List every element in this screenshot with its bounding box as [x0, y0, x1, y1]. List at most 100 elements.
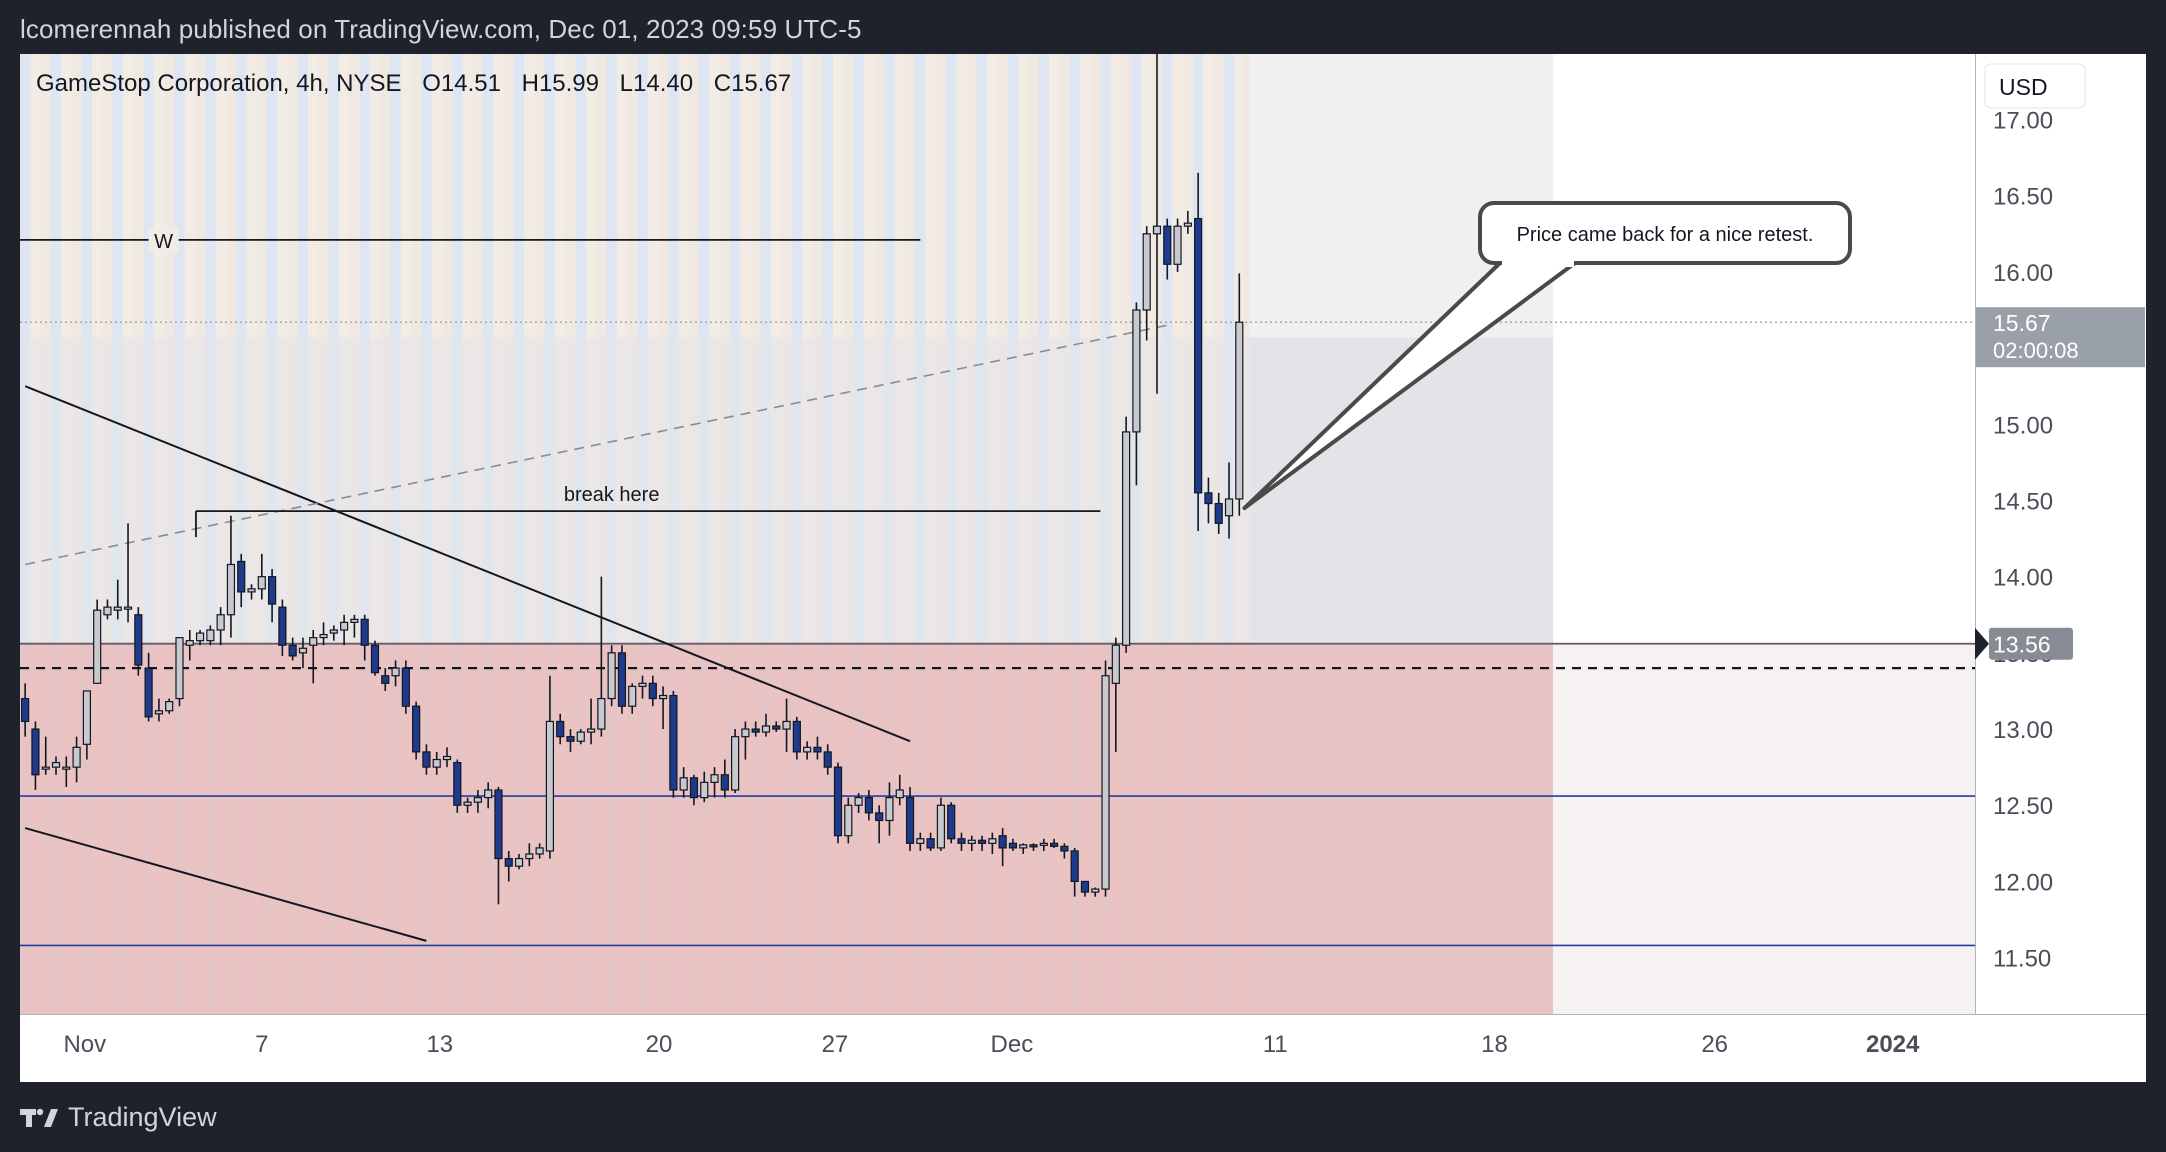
legend-symbol: GameStop Corporation, 4h, NYSE [36, 70, 402, 97]
candle-up [93, 609, 102, 684]
x-tick-label: 27 [822, 1031, 849, 1058]
countdown-value: 02:00:08 [1993, 338, 2079, 363]
legend-close: C15.67 [713, 70, 792, 97]
candle-up [1111, 644, 1120, 684]
candle-up [679, 777, 688, 791]
candle-down [278, 606, 287, 646]
candle-up [123, 606, 133, 610]
candle-up [309, 637, 318, 646]
grey-zone [20, 337, 1250, 643]
x-tick-label: Dec [991, 1031, 1034, 1058]
candle-up [473, 797, 482, 803]
price-axis-bg [1975, 54, 2146, 1082]
candle-up [1152, 225, 1162, 235]
candle-up [340, 621, 349, 631]
candle-up [1224, 498, 1234, 517]
candle-up [247, 588, 256, 593]
candle-down [504, 857, 513, 867]
candle-down [751, 728, 760, 733]
y-tick-label: 12.50 [1993, 793, 2053, 820]
footer: TradingView [20, 1102, 217, 1133]
candle-up [535, 847, 544, 855]
chart-legend: GameStop Corporation, 4h, NYSE O14.51 H1… [36, 70, 805, 98]
level-badge-value: 13.56 [1993, 632, 2051, 658]
candle-up [782, 720, 791, 730]
candle-up [1142, 233, 1151, 311]
candle-up [988, 838, 997, 844]
candle-down [494, 789, 503, 860]
candle-down [648, 682, 657, 700]
candle-down [360, 618, 369, 646]
candle-down [144, 667, 153, 718]
time-axis-bg [20, 1014, 2146, 1082]
candle-down [864, 797, 873, 814]
candle-down [875, 812, 884, 822]
candle-up [484, 789, 493, 799]
candle-down [370, 644, 380, 674]
y-tick-label: 11.50 [1993, 946, 2051, 973]
candle-up [1183, 222, 1192, 227]
candle-up [185, 640, 194, 646]
candle-up [607, 652, 616, 700]
candle-up [885, 797, 894, 822]
candle-down [1029, 844, 1038, 848]
candle-down [1080, 880, 1090, 893]
last-price-value: 15.67 [1993, 310, 2051, 336]
candle-up [854, 797, 863, 806]
currency-label: USD [1999, 74, 2048, 100]
candle-down [792, 720, 801, 753]
x-tick-label: Nov [63, 1031, 106, 1058]
candle-up [586, 728, 596, 733]
candle-up [82, 690, 91, 745]
candle-down [957, 838, 966, 844]
x-tick-label: 2024 [1866, 1031, 1920, 1058]
candle-down [998, 835, 1007, 849]
candle-up [761, 725, 771, 733]
x-tick-label: 7 [255, 1031, 268, 1058]
candle-up [72, 746, 81, 768]
candle-up [895, 789, 904, 799]
candle-down [905, 797, 915, 844]
candle-up [597, 697, 606, 730]
candle-down [21, 697, 30, 723]
candle-down [1049, 842, 1059, 847]
y-tick-label: 14.50 [1993, 488, 2053, 515]
y-tick-label: 13.00 [1993, 717, 2053, 744]
candle-up [165, 701, 174, 712]
callout-text: Price came back for a nice retest. [1517, 224, 1814, 246]
candle-down [833, 766, 843, 837]
candle-up [741, 728, 750, 738]
candle-up [1235, 321, 1244, 500]
candle-down [288, 644, 297, 657]
w-label: W [154, 231, 173, 253]
demand-zone [20, 642, 1554, 1014]
axes: USD17.0016.5016.0015.5015.0014.5014.0013… [20, 54, 2146, 1082]
descending-trendline [24, 385, 911, 743]
candle-down [381, 675, 390, 684]
candle-up [1019, 844, 1028, 849]
candle-down [823, 751, 832, 768]
candle-up [1091, 888, 1100, 893]
footer-brand: TradingView [68, 1102, 217, 1132]
candle-up [432, 758, 441, 768]
candles [21, 54, 1244, 905]
callout-box [1478, 201, 1852, 265]
lower-trendline [24, 827, 427, 942]
candle-up [1173, 225, 1182, 265]
candle-up [844, 804, 853, 837]
candle-down [926, 838, 935, 849]
dashed-trend-arrow [24, 324, 1168, 566]
candle-up [638, 682, 647, 687]
candle-up [916, 838, 925, 844]
candle-up [319, 633, 328, 639]
candle-up [1122, 431, 1131, 646]
candle-down [947, 804, 956, 840]
candle-up [350, 618, 359, 623]
break-label: break here [564, 484, 660, 506]
y-tick-label: 14.00 [1993, 565, 2053, 592]
candle-down [1163, 225, 1172, 265]
candle-up [710, 774, 719, 783]
last-price-badge [1976, 307, 2145, 368]
